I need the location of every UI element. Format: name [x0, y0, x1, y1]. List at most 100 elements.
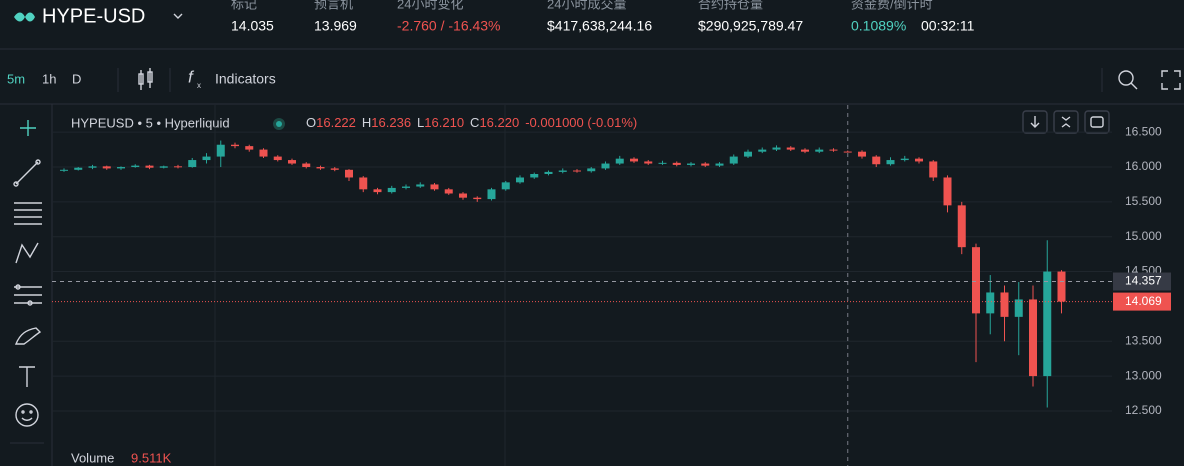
candle-body [316, 167, 325, 169]
candle-body [815, 149, 824, 152]
candle-body [630, 158, 638, 162]
candle-body [644, 161, 653, 164]
legend-change: -0.001000 (-0.01%) [525, 115, 637, 130]
candle-body [544, 171, 553, 174]
y-tick-label: 13.500 [1125, 333, 1162, 347]
candle-body [1029, 299, 1037, 377]
candle-body [872, 156, 881, 165]
candle-body [74, 167, 83, 170]
candle-body [444, 189, 453, 194]
candle-body [88, 166, 97, 168]
candle-body [601, 163, 610, 169]
indicators[interactable]: Indicators [215, 71, 276, 87]
candle-body [430, 184, 439, 190]
candle-body [829, 149, 838, 151]
candle-body [858, 151, 866, 157]
candle-body [131, 165, 140, 168]
candle-body [672, 162, 681, 165]
candle-body [687, 163, 695, 165]
y-tick-label: 15.500 [1125, 194, 1162, 208]
candle-body [972, 247, 980, 314]
candle-body [1014, 299, 1023, 317]
candle-body [886, 160, 895, 165]
candle-body [174, 166, 182, 168]
legend-value: 16.220 [479, 115, 519, 130]
candle-body [459, 193, 467, 198]
last-price-box [1113, 292, 1171, 311]
logo [14, 12, 35, 22]
candle-body [60, 169, 68, 171]
y-tick-label: 16.000 [1125, 159, 1162, 173]
stat-label: 合约持仓量 [698, 0, 763, 11]
candle-body [216, 144, 225, 157]
candle-body [516, 177, 524, 183]
candle-body [330, 168, 339, 170]
candle-body [159, 166, 168, 168]
stat-label: 24小时变化 [397, 0, 463, 11]
stat-label: 资金费/倒计时 [851, 0, 933, 11]
legend-value: 16.236 [371, 115, 411, 130]
symbol[interactable]: HYPE-USD [42, 5, 145, 27]
candle-body [801, 149, 809, 152]
candle-body [957, 205, 966, 248]
stat-value: 0.1089% [851, 18, 906, 34]
candle-body [701, 163, 710, 166]
candle-body [1000, 292, 1009, 317]
fullscreen-icon[interactable] [1161, 70, 1181, 90]
candle-body [245, 146, 254, 150]
y-tick-label: 15.000 [1125, 229, 1162, 243]
y-tick-label: 12.500 [1125, 403, 1162, 417]
candle-body [915, 158, 923, 162]
candle-body [231, 144, 239, 147]
candle-body [573, 170, 581, 172]
candle-body [986, 292, 995, 314]
candle-body [202, 156, 211, 161]
volume-value: 9.511K [131, 450, 172, 465]
candle-body [729, 156, 738, 164]
candle-body [345, 169, 353, 178]
candle-body [758, 149, 767, 152]
zoom-icon[interactable] [1118, 70, 1138, 90]
candle-body [786, 147, 795, 150]
candle-body [900, 158, 909, 161]
candle-body [102, 166, 111, 169]
volume-label: Volume [71, 450, 114, 465]
y-tick-label: 16.500 [1125, 124, 1162, 138]
ohlc-legend: O16.222 H16.236 L16.210 C16.220 -0.001000 (-… [306, 115, 637, 130]
chevron[interactable] [173, 13, 183, 19]
candle-body [1057, 271, 1066, 302]
interval[interactable]: D [72, 71, 81, 86]
stat-label: 标记 [231, 0, 257, 11]
candle-icon[interactable] [138, 68, 153, 90]
candle-body [929, 161, 938, 178]
candle-body [117, 167, 125, 169]
crosshair-price: 14.357 [1125, 274, 1162, 288]
stat-value: 00:32:11 [921, 18, 975, 34]
candle-body [288, 160, 296, 164]
legend-value: 16.222 [316, 115, 356, 130]
stat-value: 13.969 [314, 18, 357, 34]
candle-body [501, 182, 510, 190]
stat-value: 14.035 [231, 18, 274, 34]
candle-body [402, 186, 410, 188]
last-price: 14.069 [1125, 294, 1162, 308]
candle-body [188, 160, 197, 168]
legend-key: C [470, 115, 479, 130]
stat-value: -2.760 / -16.43% [397, 18, 501, 34]
stat-label: 预言机 [314, 0, 353, 11]
interval[interactable]: 1h [42, 71, 56, 86]
legend-value: 16.210 [424, 115, 464, 130]
chart-buttons[interactable] [1022, 110, 1110, 134]
tools[interactable] [13, 120, 42, 427]
interval[interactable]: 5m [7, 71, 25, 86]
candle-body [273, 156, 282, 161]
stat-value: $290,925,789.47 [698, 18, 803, 34]
candle-body [843, 151, 852, 153]
stat-value: $417,638,244.16 [547, 18, 652, 34]
candle-body [744, 151, 752, 157]
candle-body [302, 163, 311, 168]
candle-body [259, 149, 268, 157]
fx-icon[interactable]: f [188, 67, 195, 86]
candle-body [416, 184, 425, 187]
candle-body [473, 197, 482, 200]
